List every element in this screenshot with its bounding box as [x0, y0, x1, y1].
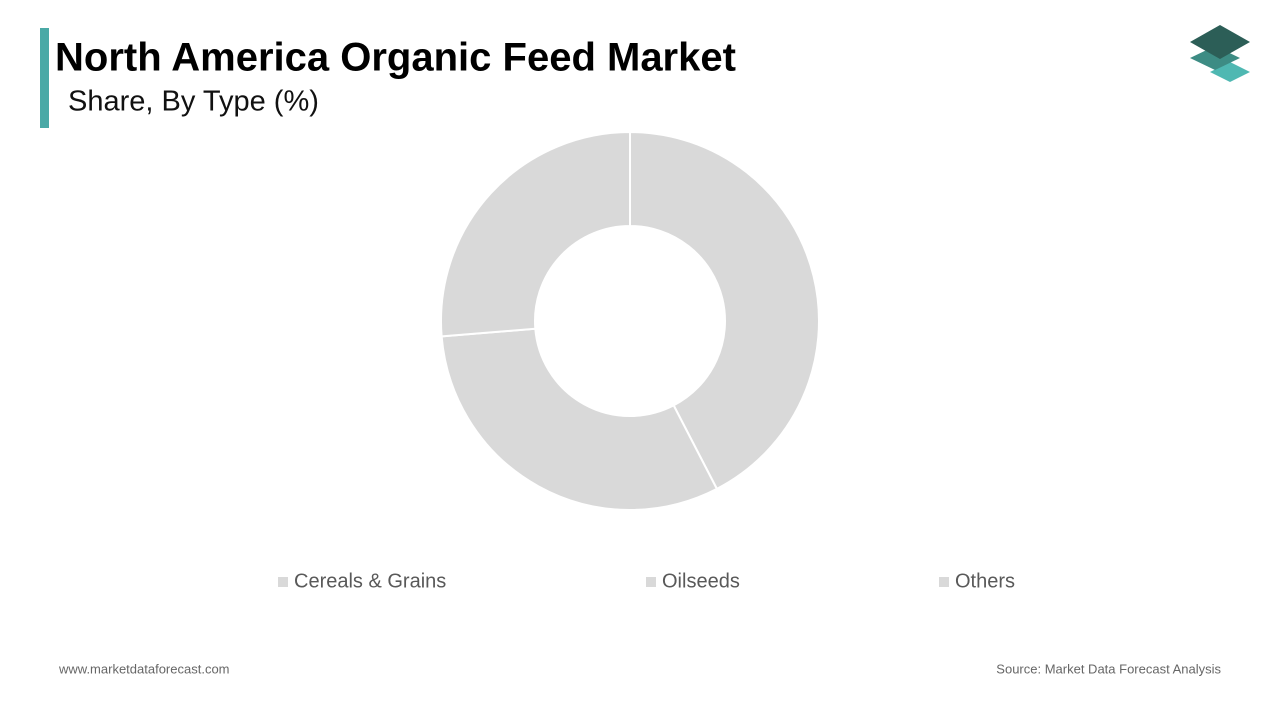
- donut-slice: [440, 327, 719, 512]
- legend: Cereals & Grains Oilseeds Others: [278, 570, 1015, 592]
- donut: [440, 130, 820, 512]
- legend-label: Others: [955, 570, 1015, 592]
- title-accent: [40, 28, 49, 128]
- legend-marker: [646, 577, 656, 587]
- legend-label: Cereals & Grains: [294, 570, 446, 592]
- chart-subtitle: Share, By Type (%): [68, 86, 319, 118]
- legend-label: Oilseeds: [662, 570, 740, 592]
- donut-slice: [440, 130, 631, 338]
- legend-marker: [939, 577, 949, 587]
- footer-website: www.marketdataforecast.com: [58, 661, 230, 676]
- logo: [1190, 25, 1250, 82]
- legend-marker: [278, 577, 288, 587]
- chart-title: North America Organic Feed Market: [55, 36, 736, 80]
- donut-slice: [629, 130, 820, 491]
- footer-source: Source: Market Data Forecast Analysis: [996, 661, 1221, 676]
